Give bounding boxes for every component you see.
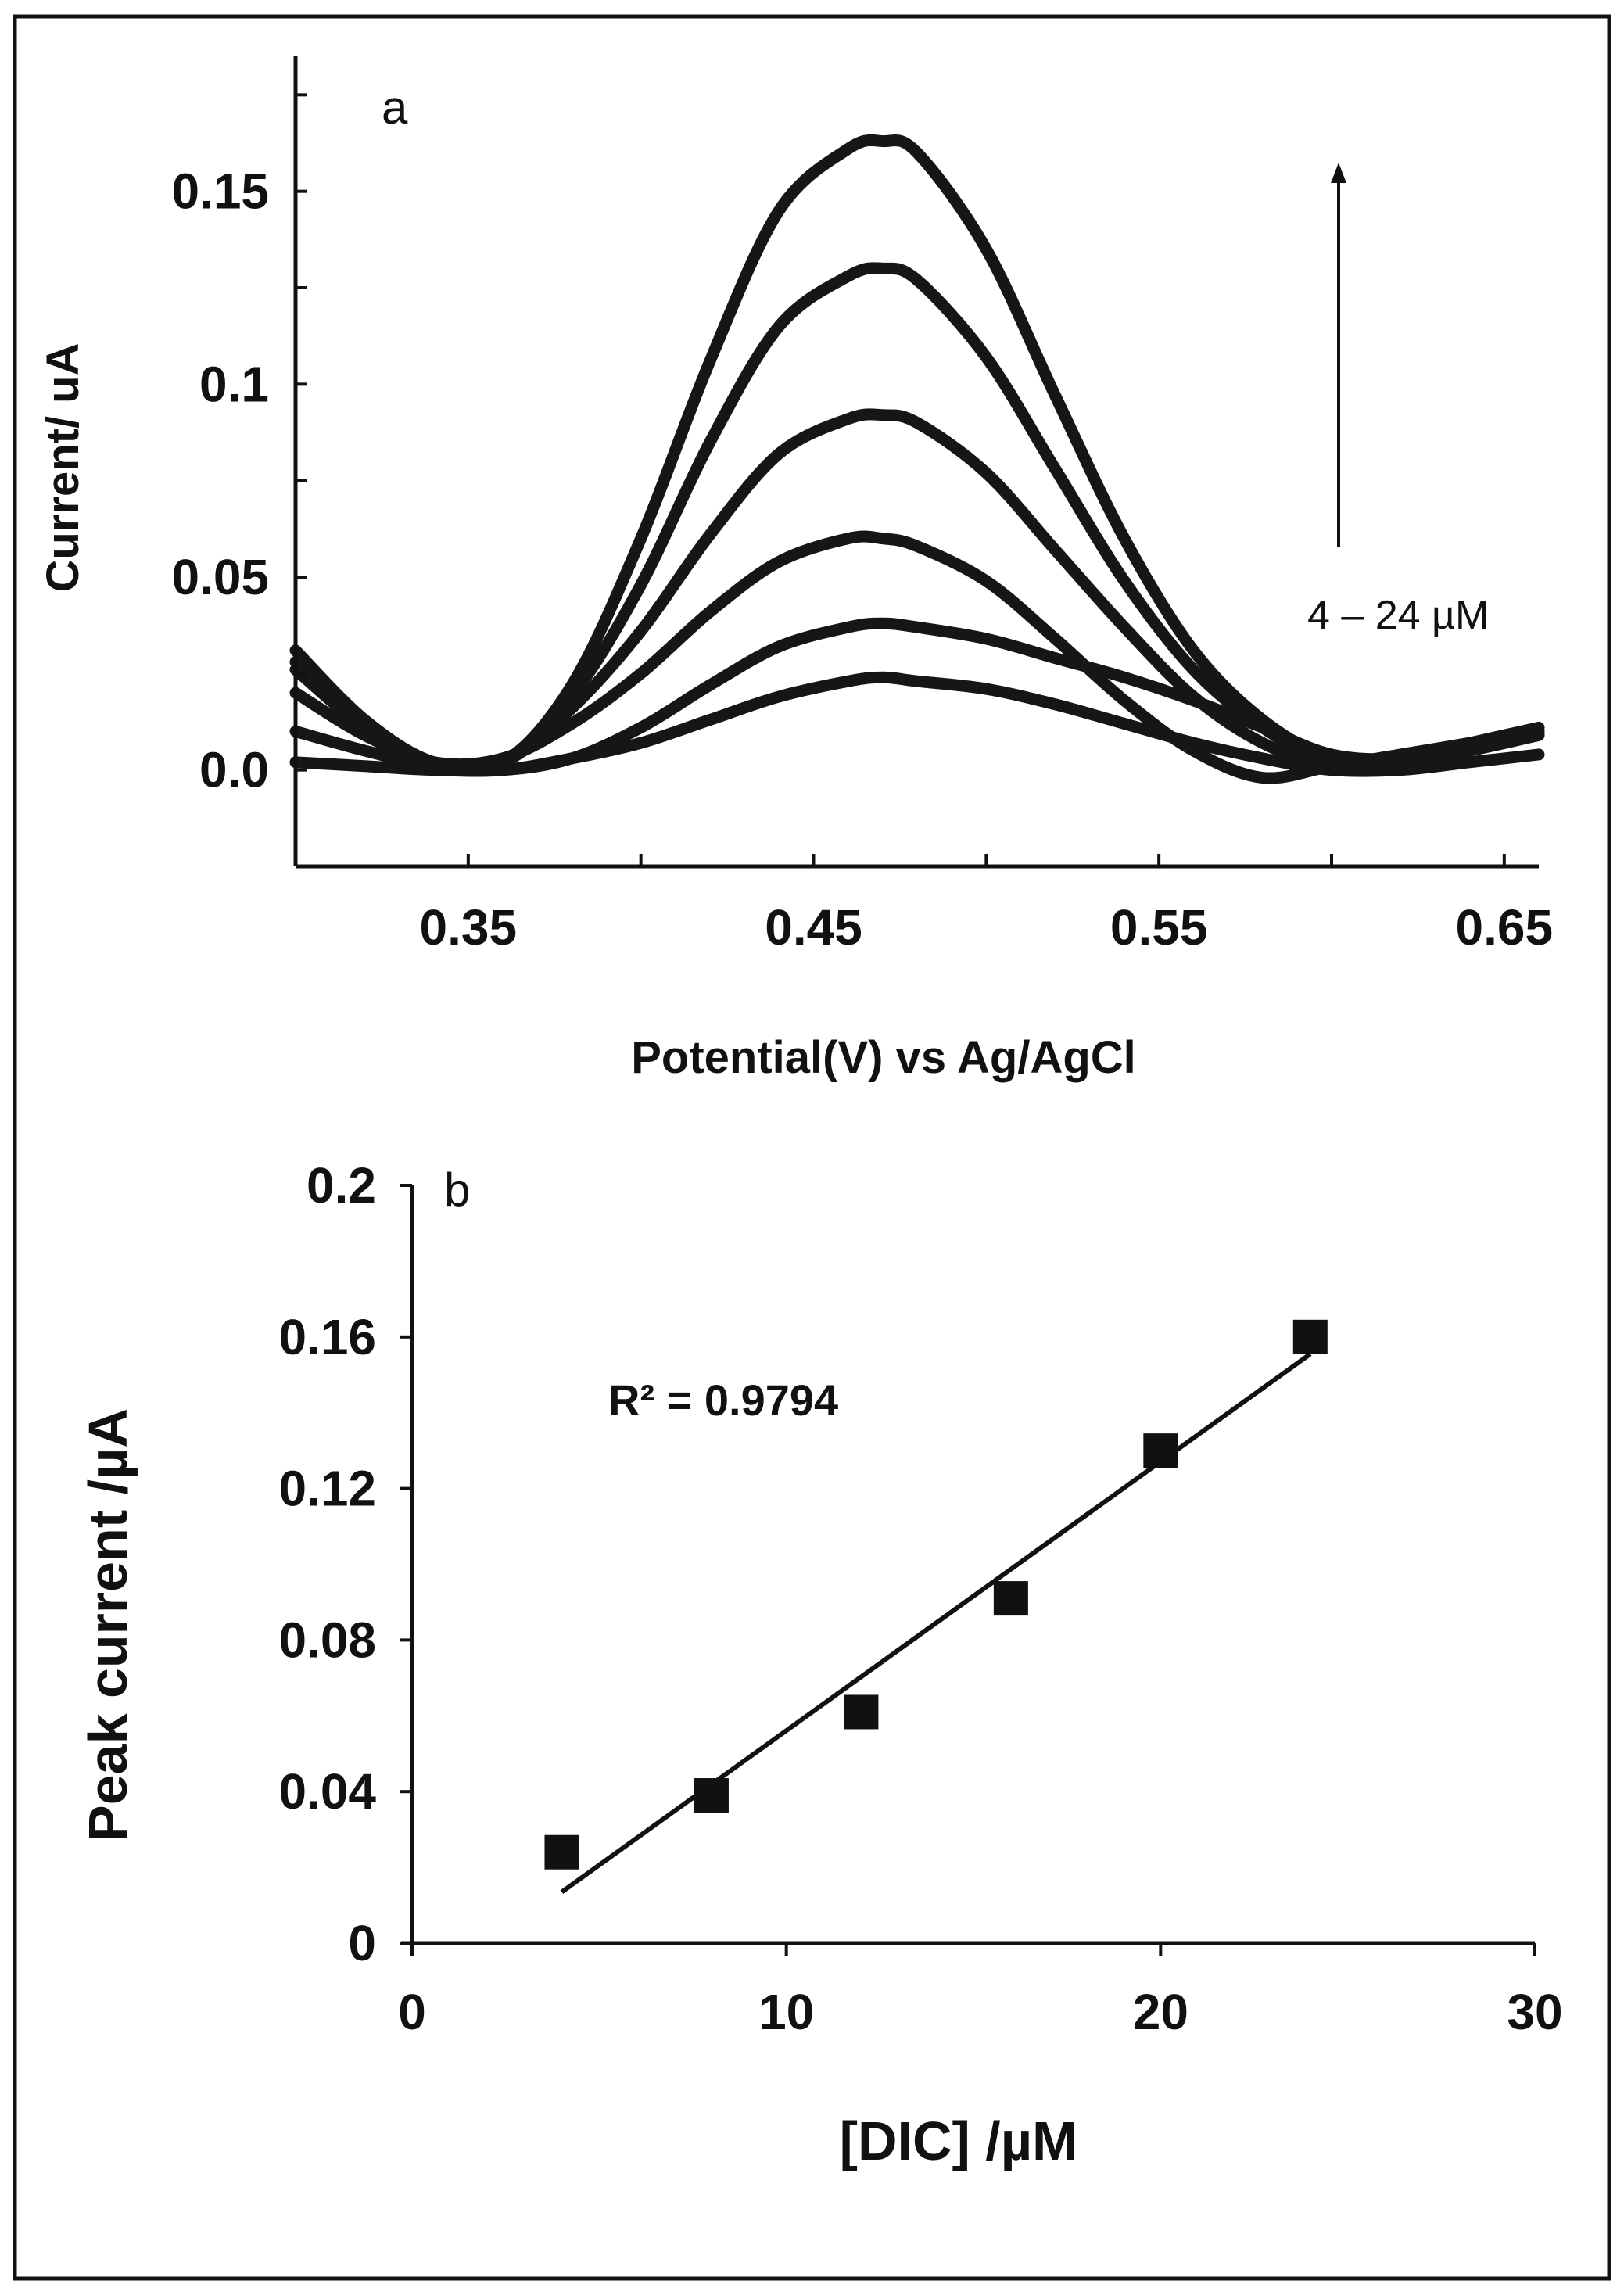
data-point [1143, 1433, 1178, 1468]
data-point [844, 1694, 879, 1730]
figure-border [13, 14, 1611, 2281]
data-point [544, 1834, 579, 1870]
panel-b-x-ticks: 0 10 20 30 [398, 1943, 1563, 2040]
panel-b-y-tick-label: 0.08 [278, 1612, 376, 1668]
data-point [694, 1778, 729, 1813]
trendline [560, 1352, 1312, 1895]
r-squared-annotation: R² = 0.9794 [608, 1375, 838, 1425]
panel-a-x-tick-label: 0.45 [765, 899, 862, 956]
panel-b-x-tick-label: 20 [1133, 1984, 1188, 2040]
panel-a-axes [293, 56, 1539, 869]
data-point [993, 1581, 1028, 1616]
panel-a-x-tick-label: 0.55 [1110, 899, 1208, 956]
panel-b-points [544, 1319, 1328, 1895]
panel-a-y-axis-title: Current/ uA [38, 343, 88, 593]
panel-a-y-tick-label: 0.05 [171, 549, 269, 605]
panel-b-axes [401, 1185, 1535, 1954]
panel-b-x-axis-title: [DIC] /µM [840, 2110, 1078, 2171]
panel-a-x-tick-label: 0.65 [1456, 899, 1554, 956]
concentration-arrow-head [1331, 163, 1346, 183]
panel-a-x-axis-title: Potential(V) vs Ag/AgCl [631, 1032, 1136, 1083]
panel-b-x-tick-label: 0 [398, 1984, 426, 2040]
panel-b-y-tick-label: 0.12 [278, 1461, 376, 1517]
data-point [1292, 1319, 1328, 1354]
panel-b-letter: b [444, 1164, 470, 1216]
panel-a-x-tick-label: 0.35 [420, 899, 518, 956]
panel-b-y-axis-title: Peak current /µA [77, 1408, 138, 1841]
panel-a: a 0.35 0.45 0.55 0.65 0.0 0.05 0.1 0.15 4 – 24… [38, 56, 1553, 1083]
panel-a-y-tick-label: 0.0 [199, 742, 269, 798]
panel-a-y-tick-label: 0.1 [199, 356, 269, 412]
concentration-annotation: 4 – 24 µM [1307, 593, 1489, 638]
panel-b-x-tick-label: 30 [1507, 1984, 1562, 2040]
panel-b-x-tick-label: 10 [758, 1984, 814, 2040]
panel-b-y-ticks: 0 0.04 0.08 0.12 0.16 0.2 [278, 1157, 412, 1971]
panel-a-y-tick-label: 0.15 [171, 163, 269, 220]
panel-a-curves [289, 134, 1545, 784]
panel-a-x-ticks: 0.35 0.45 0.55 0.65 [420, 899, 1554, 956]
panel-a-series-line [289, 134, 1545, 776]
panel-b: b 0 10 20 30 0 0.04 0.08 0.12 0.16 0.2 R² = 0.97… [77, 1157, 1563, 2171]
panel-a-letter: a [382, 81, 408, 134]
panel-b-y-tick-label: 0.2 [307, 1157, 376, 1214]
panel-b-y-tick-label: 0.16 [278, 1309, 376, 1365]
panel-b-y-tick-label: 0.04 [278, 1763, 376, 1820]
panel-b-y-tick-label: 0 [348, 1915, 376, 1971]
panel-a-y-ticks: 0.0 0.05 0.1 0.15 [171, 163, 269, 798]
